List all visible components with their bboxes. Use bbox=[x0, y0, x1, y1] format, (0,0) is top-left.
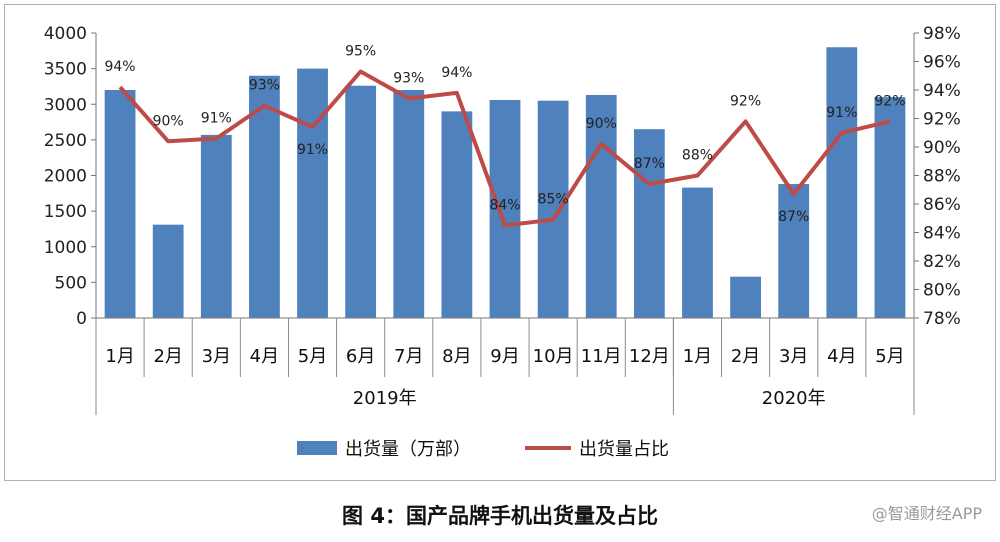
left-tick-label: 1000 bbox=[44, 238, 87, 258]
right-tick-label: 82% bbox=[923, 252, 961, 272]
left-tick-label: 2000 bbox=[44, 167, 87, 187]
share-data-label: 87% bbox=[778, 209, 809, 225]
bar bbox=[152, 224, 184, 318]
right-tick-label: 90% bbox=[923, 138, 961, 158]
share-data-label: 88% bbox=[682, 148, 713, 164]
category-label: 5月 bbox=[298, 346, 327, 367]
figure-caption: 图 4：国产品牌手机出货量及占比 bbox=[342, 504, 658, 528]
group-label: 2020年 bbox=[762, 388, 826, 409]
right-tick-label: 92% bbox=[923, 110, 961, 130]
share-data-label: 94% bbox=[441, 65, 472, 81]
share-data-label: 84% bbox=[489, 197, 520, 213]
category-label: 10月 bbox=[533, 346, 574, 367]
right-tick-label: 80% bbox=[923, 281, 961, 301]
category-label: 9月 bbox=[490, 346, 519, 367]
category-label: 1月 bbox=[683, 346, 712, 367]
bar bbox=[441, 111, 473, 318]
left-tick-label: 0 bbox=[76, 309, 87, 329]
legend-swatch-bars bbox=[297, 441, 337, 455]
right-tick-label: 98% bbox=[923, 24, 961, 44]
category-label: 4月 bbox=[250, 346, 279, 367]
share-data-label: 90% bbox=[153, 113, 184, 129]
share-data-label: 93% bbox=[249, 78, 280, 94]
category-label: 2月 bbox=[153, 346, 182, 367]
bar bbox=[200, 134, 232, 318]
bar bbox=[537, 100, 569, 318]
left-tick-label: 500 bbox=[55, 273, 87, 293]
share-data-label: 87% bbox=[634, 156, 665, 172]
bar bbox=[633, 129, 665, 318]
category-label: 3月 bbox=[779, 346, 808, 367]
left-tick-label: 3000 bbox=[44, 95, 87, 115]
category-label: 8月 bbox=[442, 346, 471, 367]
category-label: 3月 bbox=[202, 346, 231, 367]
category-label: 5月 bbox=[875, 346, 904, 367]
right-tick-label: 96% bbox=[923, 53, 961, 73]
category-label: 1月 bbox=[105, 346, 134, 367]
bar bbox=[104, 90, 136, 318]
share-data-label: 90% bbox=[586, 116, 617, 132]
right-tick-label: 86% bbox=[923, 195, 961, 215]
share-data-label: 93% bbox=[393, 71, 424, 87]
bar bbox=[826, 47, 858, 318]
right-tick-label: 84% bbox=[923, 224, 961, 244]
share-data-label: 95% bbox=[345, 43, 376, 59]
category-label: 12月 bbox=[629, 346, 670, 367]
bar bbox=[393, 90, 425, 318]
right-tick-label: 78% bbox=[923, 309, 961, 329]
group-label: 2019年 bbox=[353, 388, 417, 409]
bar bbox=[345, 85, 377, 318]
chart-frame: 0 500 1000 1500 2000 2500 3000 3500 4000 78% 80% 82… bbox=[4, 4, 996, 481]
category-label: 11月 bbox=[581, 346, 622, 367]
bar bbox=[297, 68, 328, 318]
share-line bbox=[118, 69, 891, 228]
left-tick-label: 4000 bbox=[44, 24, 87, 44]
share-data-label: 94% bbox=[104, 59, 135, 75]
category-label: 2月 bbox=[731, 346, 760, 367]
category-label: 4月 bbox=[827, 346, 856, 367]
chart-svg: 0 500 1000 1500 2000 2500 3000 3500 4000 78% 80% 82… bbox=[44, 24, 961, 460]
bar bbox=[249, 75, 280, 318]
left-tick-label: 2500 bbox=[44, 131, 87, 151]
watermark: @智通财经APP bbox=[871, 504, 982, 523]
legend-label-bars: 出货量（万部） bbox=[345, 439, 471, 460]
category-label: 6月 bbox=[346, 346, 375, 367]
bar bbox=[585, 94, 617, 318]
legend-label-line: 出货量占比 bbox=[579, 439, 669, 460]
share-data-label: 92% bbox=[874, 93, 905, 109]
bar bbox=[489, 99, 521, 318]
bar bbox=[682, 187, 713, 318]
bar bbox=[730, 276, 761, 318]
share-data-label: 91% bbox=[297, 142, 328, 158]
category-label: 7月 bbox=[394, 346, 423, 367]
left-tick-label: 1500 bbox=[44, 202, 87, 222]
share-data-label: 85% bbox=[538, 192, 569, 208]
bar bbox=[778, 184, 810, 318]
share-data-label: 92% bbox=[730, 93, 761, 109]
left-tick-label: 3500 bbox=[44, 60, 87, 80]
bar bbox=[874, 97, 906, 318]
right-tick-label: 88% bbox=[923, 167, 961, 187]
share-data-label: 91% bbox=[826, 105, 857, 121]
share-data-label: 91% bbox=[201, 110, 232, 126]
right-tick-label: 94% bbox=[923, 81, 961, 101]
